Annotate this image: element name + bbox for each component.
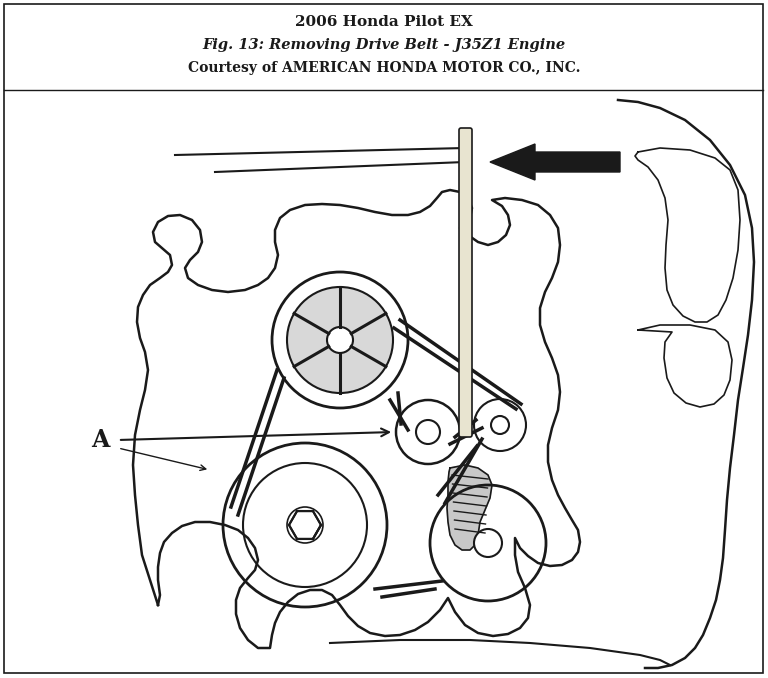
- Text: Fig. 13: Removing Drive Belt - J35Z1 Engine: Fig. 13: Removing Drive Belt - J35Z1 Eng…: [203, 38, 565, 52]
- Circle shape: [327, 327, 353, 353]
- Text: 2006 Honda Pilot EX: 2006 Honda Pilot EX: [295, 15, 473, 29]
- FancyBboxPatch shape: [459, 128, 472, 437]
- Text: Courtesy of AMERICAN HONDA MOTOR CO., INC.: Courtesy of AMERICAN HONDA MOTOR CO., IN…: [187, 61, 581, 75]
- Circle shape: [491, 416, 509, 434]
- FancyArrow shape: [490, 144, 620, 180]
- Circle shape: [474, 529, 502, 557]
- Polygon shape: [447, 465, 492, 550]
- Polygon shape: [133, 190, 580, 648]
- Circle shape: [287, 287, 393, 393]
- Text: A: A: [91, 428, 109, 452]
- Circle shape: [416, 420, 440, 444]
